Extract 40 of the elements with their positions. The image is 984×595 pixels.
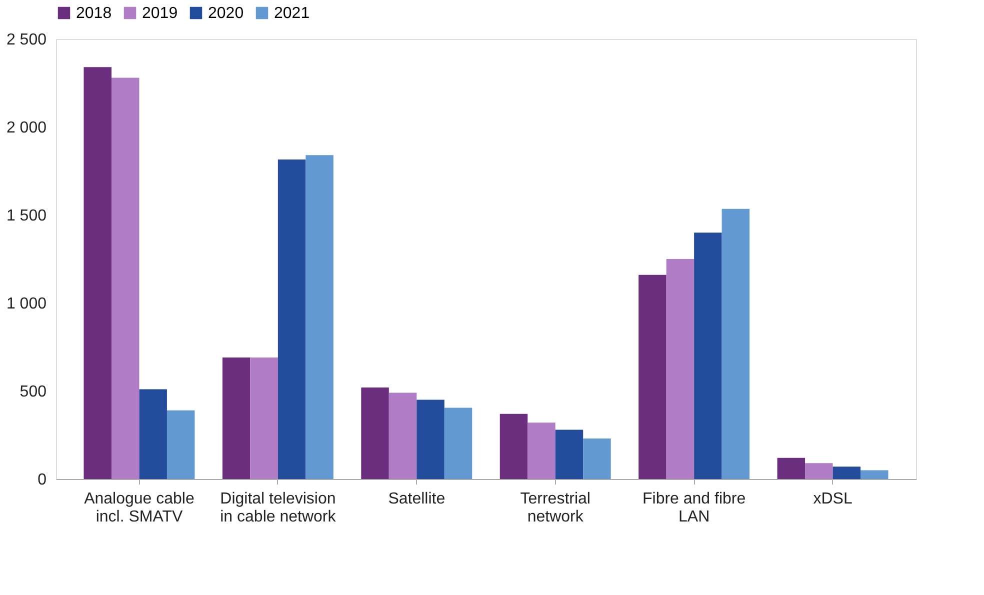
- bar: [111, 78, 140, 479]
- legend-label: 2018: [76, 5, 112, 22]
- bar: [444, 408, 472, 479]
- legend-label: 2021: [274, 5, 310, 22]
- bar: [805, 463, 833, 479]
- bar: [528, 422, 556, 479]
- y-tick-label: 0: [38, 472, 47, 488]
- x-tick-label: Terrestrial network: [520, 490, 590, 526]
- bar: [638, 274, 666, 479]
- bar: [583, 438, 611, 479]
- bar: [694, 232, 722, 479]
- y-tick-label: 500: [20, 384, 47, 400]
- y-tick-label: 1 000: [6, 296, 47, 312]
- bar: [139, 389, 167, 479]
- bar: [306, 155, 334, 479]
- bar: [666, 259, 694, 479]
- bar: [832, 466, 861, 479]
- bar: [222, 358, 250, 479]
- x-tick-label: Satellite: [388, 490, 446, 508]
- x-tick-label: xDSL: [813, 490, 852, 508]
- y-tick-label: 2 000: [6, 120, 47, 136]
- legend-label: 2020: [208, 5, 244, 22]
- bar: [84, 67, 112, 479]
- bar: [166, 410, 195, 479]
- bar: [388, 392, 417, 479]
- y-tick-label: 2 500: [6, 32, 47, 48]
- bar: [777, 458, 806, 479]
- bar: [278, 160, 306, 479]
- bar: [555, 430, 584, 479]
- bar: [250, 358, 278, 479]
- bar: [500, 414, 528, 479]
- x-tick-label: Digital television in cable network: [220, 490, 337, 526]
- bar: [722, 208, 750, 479]
- legend-label: 2019: [142, 5, 178, 22]
- x-tick-label: Analogue cable incl. SMATV: [84, 490, 194, 526]
- bar: [860, 470, 888, 479]
- bar: [361, 387, 389, 479]
- x-tick-label: Fibre and fibre LAN: [642, 490, 746, 526]
- y-tick-label: 1 500: [6, 208, 47, 224]
- bar: [416, 400, 444, 479]
